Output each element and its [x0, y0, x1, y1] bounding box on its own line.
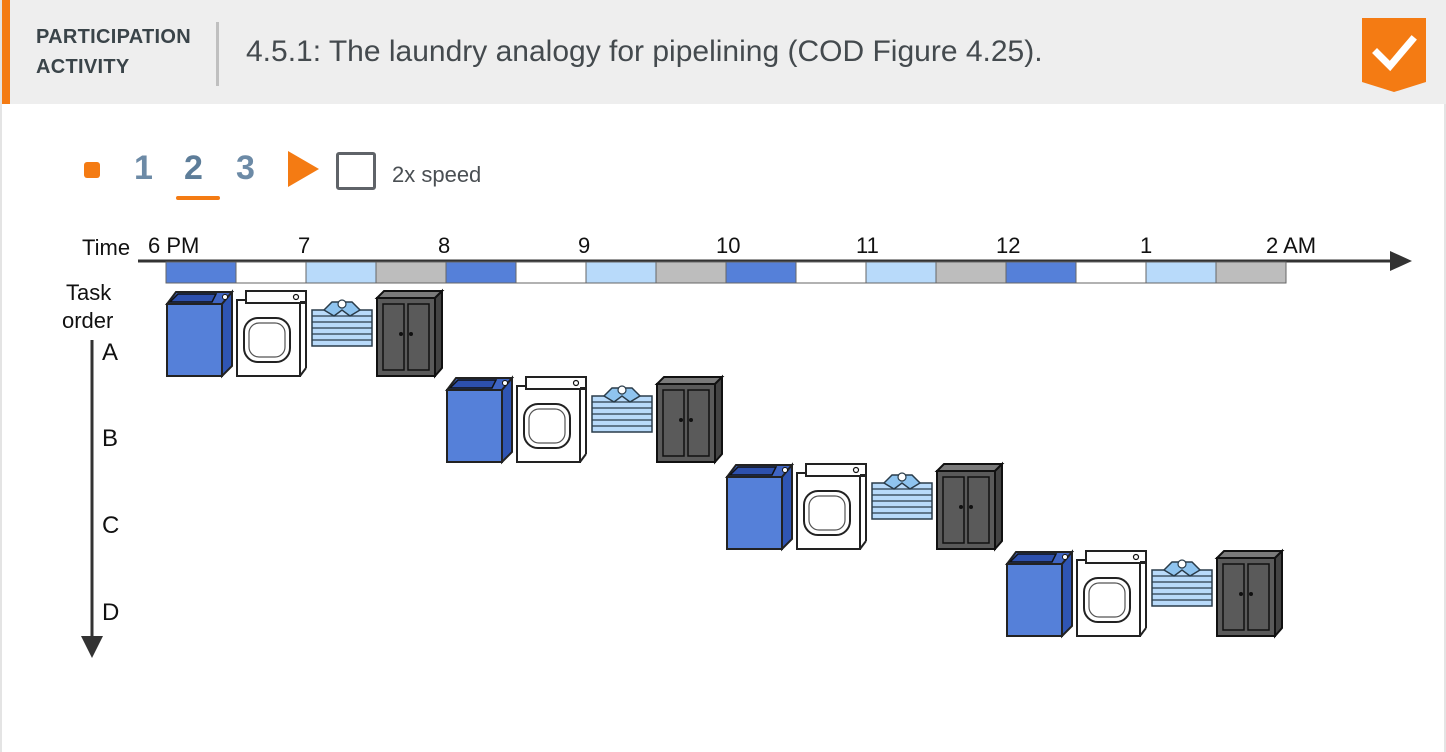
storer-icon	[936, 463, 1003, 550]
time-tick-label-1: 7	[298, 233, 310, 258]
task-labels: A B C D	[102, 339, 119, 626]
timeline-cell-storer	[1215, 261, 1287, 284]
washer-icon	[1006, 551, 1073, 637]
timeline-cell-storer	[935, 261, 1007, 284]
timeline-cell-folder	[1145, 261, 1217, 284]
folder-icon	[591, 385, 653, 433]
header-divider	[216, 22, 219, 86]
time-tick-label-7: 1	[1140, 233, 1152, 258]
timeline-cell-storer	[375, 261, 447, 284]
speed-checkbox[interactable]	[336, 152, 376, 190]
current-step-indicator	[176, 196, 220, 200]
folder-icon	[1151, 559, 1213, 607]
speed-label: 2x speed	[392, 162, 482, 187]
activity-type-line1: PARTICIPATION	[36, 26, 192, 48]
time-tick-label-4: 10	[716, 233, 740, 258]
task-stage-icons	[166, 290, 1283, 637]
task-label-A: A	[102, 339, 118, 366]
stage-timeline	[165, 261, 1287, 284]
washer-icon	[446, 377, 513, 463]
folder-icon	[871, 472, 933, 520]
timeline-cell-dryer	[1075, 261, 1147, 284]
timeline-cell-dryer	[235, 261, 307, 284]
pipeline-diagram: Time 6 PM 7 8 9 10 11 12 1 2 AM Task order A B C D	[62, 233, 1412, 658]
storer-icon	[1216, 550, 1283, 637]
timeline-cell-storer	[655, 261, 727, 284]
step-3-button[interactable]: 3	[236, 149, 255, 187]
time-tick-label-3: 9	[578, 233, 590, 258]
activity-title: 4.5.1: The laundry analogy for pipelinin…	[246, 35, 1043, 68]
task-label-B: B	[102, 425, 118, 452]
activity-type-label: PARTICIPATION ACTIVITY	[36, 22, 216, 82]
time-tick-label-6: 12	[996, 233, 1020, 258]
dryer-icon	[796, 463, 867, 550]
timeline-cell-washer	[725, 261, 797, 284]
time-tick-label-2: 8	[438, 233, 450, 258]
folder-icon	[311, 299, 373, 347]
washer-icon	[726, 464, 793, 550]
timeline-cell-washer	[1005, 261, 1077, 284]
time-tick-labels: 6 PM 7 8 9 10 11 12 1 2 AM	[148, 233, 1316, 258]
timeline-cell-washer	[445, 261, 517, 284]
play-icon[interactable]	[286, 150, 320, 188]
task-order-label-line1: Task	[66, 280, 112, 305]
task-label-C: C	[102, 512, 119, 539]
task-label-D: D	[102, 599, 119, 626]
storer-icon	[376, 290, 443, 377]
dryer-icon	[516, 376, 587, 463]
checkmark-icon	[1362, 18, 1426, 92]
task-axis-arrowhead	[81, 636, 103, 658]
timeline-cell-washer	[165, 261, 237, 284]
activity-type-line2: ACTIVITY	[36, 56, 130, 78]
animation-controls: 1 2 3 2x speed	[80, 140, 560, 204]
time-tick-label-5: 11	[856, 233, 879, 258]
time-axis-label: Time	[82, 235, 130, 260]
time-tick-label-8: 2 AM	[1266, 233, 1316, 258]
dryer-icon	[236, 290, 307, 377]
step-2-button[interactable]: 2	[184, 149, 203, 187]
timeline-cell-folder	[305, 261, 377, 284]
time-tick-label-0: 6 PM	[148, 233, 199, 258]
timeline-cell-dryer	[515, 261, 587, 284]
storer-icon	[656, 376, 723, 463]
timeline-cell-folder	[585, 261, 657, 284]
step-1-button[interactable]: 1	[134, 149, 153, 187]
task-order-label-line2: order	[62, 308, 113, 333]
timeline-cell-dryer	[795, 261, 867, 284]
activity-header: PARTICIPATION ACTIVITY 4.5.1: The laundr…	[2, 0, 1446, 104]
time-axis-arrowhead	[1390, 251, 1412, 271]
start-step-button[interactable]	[84, 162, 100, 178]
dryer-icon	[1076, 550, 1147, 637]
timeline-cell-folder	[865, 261, 937, 284]
washer-icon	[166, 291, 233, 377]
